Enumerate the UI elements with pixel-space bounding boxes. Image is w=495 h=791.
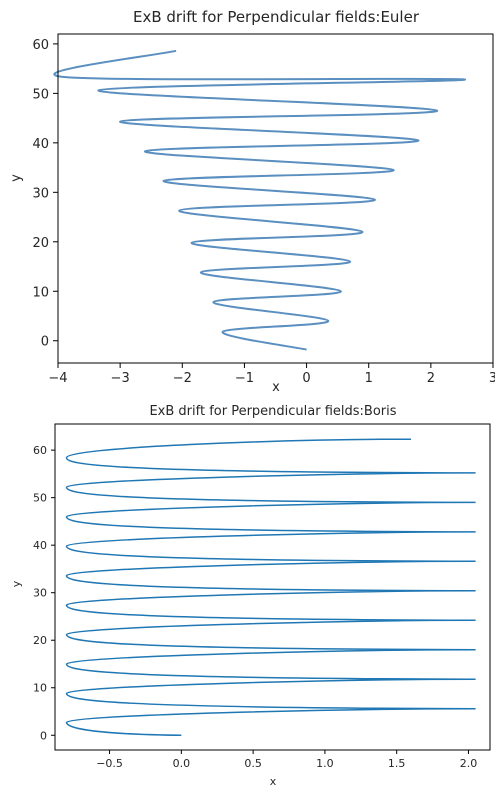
series-line xyxy=(53,49,467,351)
x-axis-label: x xyxy=(272,380,280,395)
y-tick-label: 0 xyxy=(40,729,47,742)
x-tick-label: 0 xyxy=(302,371,310,386)
y-tick-label: 10 xyxy=(33,682,47,695)
series-line xyxy=(65,438,476,737)
y-tick-label: 60 xyxy=(33,444,47,457)
y-tick-label: 0 xyxy=(41,335,49,350)
x-tick-label: 3 xyxy=(489,371,495,386)
x-tick-label: −3 xyxy=(111,371,130,386)
y-tick-label: 20 xyxy=(33,634,47,647)
chart-title: ExB drift for Perpendicular fields:Boris xyxy=(149,404,396,419)
euler-chart: ExB drift for Perpendicular fields:Euler… xyxy=(9,8,495,395)
y-axis-label: y xyxy=(9,174,24,182)
x-tick-label: −4 xyxy=(48,371,67,386)
x-tick-label: −0.5 xyxy=(96,757,123,770)
boris-chart-svg: ExB drift for Perpendicular fields:Boris… xyxy=(10,404,491,788)
y-tick-label: 40 xyxy=(33,539,47,552)
axes-frame xyxy=(57,33,494,364)
x-tick-label: −2 xyxy=(173,371,192,386)
boris-chart: ExB drift for Perpendicular fields:Boris… xyxy=(0,400,495,788)
x-axis-label: x xyxy=(270,775,277,787)
x-tick-label: 2 xyxy=(427,371,435,386)
y-tick-label: 60 xyxy=(32,38,49,53)
x-tick-label: 1.5 xyxy=(388,757,406,770)
y-tick-label: 50 xyxy=(33,492,47,505)
x-tick-label: 1.0 xyxy=(316,757,334,770)
x-tick-label: −1 xyxy=(235,371,254,386)
y-tick-label: 30 xyxy=(32,186,49,201)
x-tick-label: 0.5 xyxy=(244,757,262,770)
y-axis-label: y xyxy=(10,580,23,587)
x-tick-label: 2.0 xyxy=(460,757,478,770)
y-tick-label: 40 xyxy=(32,137,49,152)
y-tick-label: 20 xyxy=(32,236,49,251)
euler-chart-svg: ExB drift for Perpendicular fields:Euler… xyxy=(9,8,495,395)
x-tick-label: 1 xyxy=(365,371,373,386)
y-tick-label: 30 xyxy=(33,587,47,600)
plot-area: −0.5 0.0 0.5 1.0 1.5 2.0 0 10 20 30 40 50 60 xyxy=(33,423,491,770)
chart-title: ExB drift for Perpendicular fields:Euler xyxy=(133,8,420,26)
x-tick-label: 0.0 xyxy=(173,757,191,770)
y-tick-label: 50 xyxy=(32,87,49,102)
axes-frame xyxy=(54,423,491,751)
y-tick-label: 10 xyxy=(32,285,49,300)
